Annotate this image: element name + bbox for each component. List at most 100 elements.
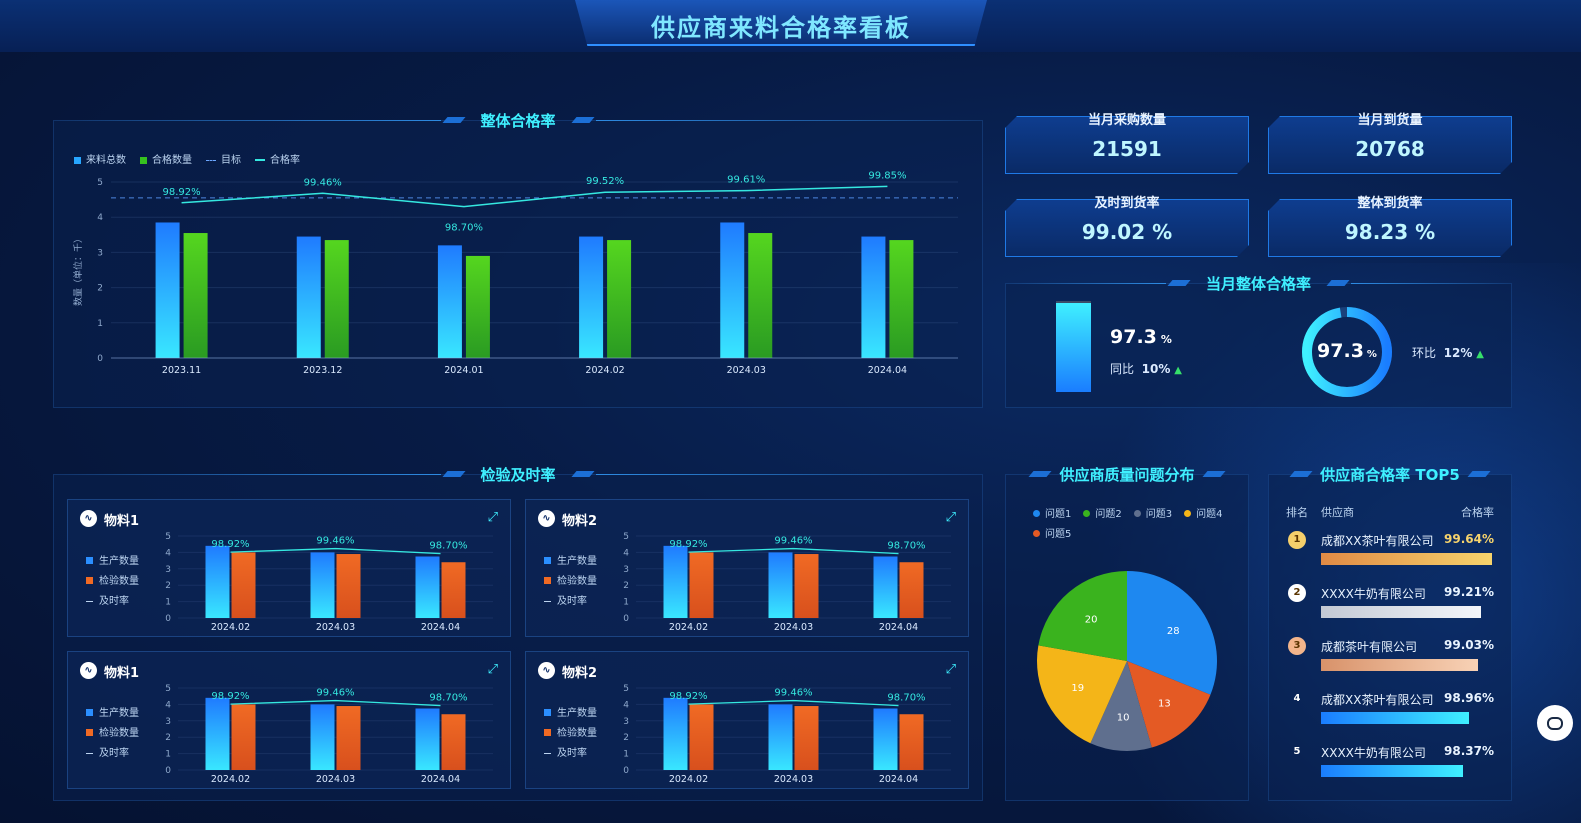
legend-timely: 及时率 xyxy=(86,744,139,764)
rank-badge: 5 xyxy=(1293,746,1301,757)
rate-label: 98.92% xyxy=(163,187,201,198)
pie-label: 13 xyxy=(1158,698,1171,709)
x-tick-label: 2024.02 xyxy=(211,622,250,633)
supplier-name: 成都XX茶叶有限公司 xyxy=(1321,693,1434,707)
kpi-ontime-rate-value: 99.02 % xyxy=(1081,220,1173,244)
chat-button[interactable] xyxy=(1537,705,1573,741)
rate-label: 99.85% xyxy=(868,170,906,181)
y-tick-label: 0 xyxy=(165,614,171,624)
card-legend: 生产数量 检验数量 及时率 xyxy=(86,552,139,612)
rate-label: 98.70% xyxy=(445,223,483,234)
pie-legend: 问题1 问题2 问题3 问题4 问题5 xyxy=(1033,505,1243,540)
bar-produce xyxy=(310,704,335,770)
rate-bar-fill xyxy=(1321,765,1463,777)
bar-pass xyxy=(183,233,208,358)
inspection-chart: 0 1 2 3 4 5 2024.02 98.92% 2024.03 99.46% 2024.04 9… xyxy=(623,684,951,785)
expand-icon[interactable]: ⤢ xyxy=(487,662,498,677)
rate-label: 98.70% xyxy=(887,693,925,704)
legend-target: 目标 xyxy=(206,151,241,166)
x-tick-label: 2024.03 xyxy=(774,774,813,785)
legend-produce: 生产数量 xyxy=(86,552,139,572)
y-tick-label: 4 xyxy=(165,548,171,558)
rate-label: 99.52% xyxy=(586,176,624,187)
y-tick-label: 2 xyxy=(623,581,629,591)
bar-produce xyxy=(873,708,898,770)
pie-label: 28 xyxy=(1167,626,1180,637)
mom: 环比 12% ▲ xyxy=(1412,346,1484,360)
supplier-name: 成都XX茶叶有限公司 xyxy=(1321,534,1434,548)
ring-fill xyxy=(1302,307,1392,397)
y-tick-label: 0 xyxy=(623,766,629,776)
rate-bar-track xyxy=(1321,765,1493,777)
material-card: ∿ 物料2 ⤢ 生产数量 检验数量 及时率 0 1 2 3 4 5 2024.02 98.92… xyxy=(525,651,969,789)
x-tick-label: 2024.02 xyxy=(669,622,708,633)
month-rate-title: 当月整体合格率 xyxy=(1206,274,1312,293)
legend-inspect: 检验数量 xyxy=(544,724,597,744)
y-tick-label: 4 xyxy=(623,548,629,558)
bar-pass xyxy=(748,233,773,358)
rate-label: 98.92% xyxy=(669,691,707,702)
bar-inspect xyxy=(689,552,714,618)
rate-label: 98.92% xyxy=(211,539,249,550)
rate-label: 99.46% xyxy=(304,177,342,188)
bar-produce xyxy=(663,697,688,770)
pie-legend-item: 问题2 xyxy=(1083,505,1122,520)
rate-bar-track xyxy=(1321,606,1493,618)
x-tick-label: 2023.12 xyxy=(303,365,342,376)
bar-inspect xyxy=(441,562,466,618)
pie-legend-item: 问题1 xyxy=(1033,505,1071,520)
bar-pass xyxy=(465,255,490,358)
card-legend: 生产数量 检验数量 及时率 xyxy=(86,704,139,764)
pulse-icon: ∿ xyxy=(80,510,97,527)
y-tick-label: 3 xyxy=(165,565,171,575)
overall-panel xyxy=(53,120,983,408)
supplier-name: XXXX牛奶有限公司 xyxy=(1321,587,1426,601)
bar-inspect xyxy=(794,706,819,770)
legend-timely: 及时率 xyxy=(544,592,597,612)
rank-badge: 2 xyxy=(1288,584,1306,602)
y-tick-label: 4 xyxy=(165,700,171,710)
kpi-arrival-qty: 20768 xyxy=(1268,116,1512,174)
expand-icon[interactable]: ⤢ xyxy=(487,510,498,525)
x-tick-label: 2024.03 xyxy=(727,365,766,376)
supplier-rate: 99.64% xyxy=(1444,532,1494,546)
legend-inspect: 检验数量 xyxy=(86,724,139,744)
rate-label: 99.46% xyxy=(316,688,354,699)
y-tick-label: 2 xyxy=(165,581,171,591)
supplier-name: XXXX牛奶有限公司 xyxy=(1321,746,1426,760)
y-tick-label: 2 xyxy=(623,733,629,743)
pie-slice xyxy=(1090,661,1152,751)
month-rate-ring xyxy=(1302,307,1392,397)
month-rate-bar-fill xyxy=(1056,303,1091,392)
pie-legend-item: 问题4 xyxy=(1184,505,1223,520)
legend-inspect: 检验数量 xyxy=(86,572,139,592)
pie-slice xyxy=(1037,645,1127,744)
x-tick-label: 2024.04 xyxy=(879,622,918,633)
card-legend: 生产数量 检验数量 及时率 xyxy=(544,552,597,612)
bar-produce xyxy=(415,708,440,770)
ring-value: 97.3% xyxy=(1317,340,1377,362)
pie-slice xyxy=(1127,661,1211,748)
kpi-arrival-qty-label: 当月到货量 xyxy=(1357,113,1423,128)
x-tick-label: 2023.11 xyxy=(162,365,201,376)
x-tick-label: 2024.04 xyxy=(421,622,460,633)
inspection-chart: 0 1 2 3 4 5 2024.02 98.92% 2024.03 99.46% 2024.04 9… xyxy=(623,532,951,633)
yoy: 同比 10% ▲ xyxy=(1110,362,1182,376)
up-arrow-icon: ▲ xyxy=(1476,349,1484,360)
material-card: ∿ 物料1 ⤢ 生产数量 检验数量 及时率 0 1 2 3 4 5 2024.02 98.92… xyxy=(67,651,511,789)
pie-label: 20 xyxy=(1085,614,1098,625)
x-tick-label: 2024.03 xyxy=(316,774,355,785)
kpi-purchase-qty-label: 当月采购数量 xyxy=(1087,113,1166,128)
expand-icon[interactable]: ⤢ xyxy=(945,662,956,677)
rank-row: 3 成都茶叶有限公司 99.03% xyxy=(1286,637,1496,677)
kpi-overall-arrival-value: 98.23 % xyxy=(1344,220,1436,244)
kpi-ontime-rate-label: 及时到货率 xyxy=(1094,196,1160,211)
legend-produce: 生产数量 xyxy=(544,552,597,572)
bar-produce xyxy=(205,545,230,618)
expand-icon[interactable]: ⤢ xyxy=(945,510,956,525)
quality-title: 供应商质量问题分布 xyxy=(1059,465,1195,484)
top5-panel xyxy=(1268,474,1512,801)
y-tick-label: 3 xyxy=(165,717,171,727)
rate-label: 99.46% xyxy=(316,536,354,547)
col-rank: 排名 xyxy=(1286,506,1308,519)
